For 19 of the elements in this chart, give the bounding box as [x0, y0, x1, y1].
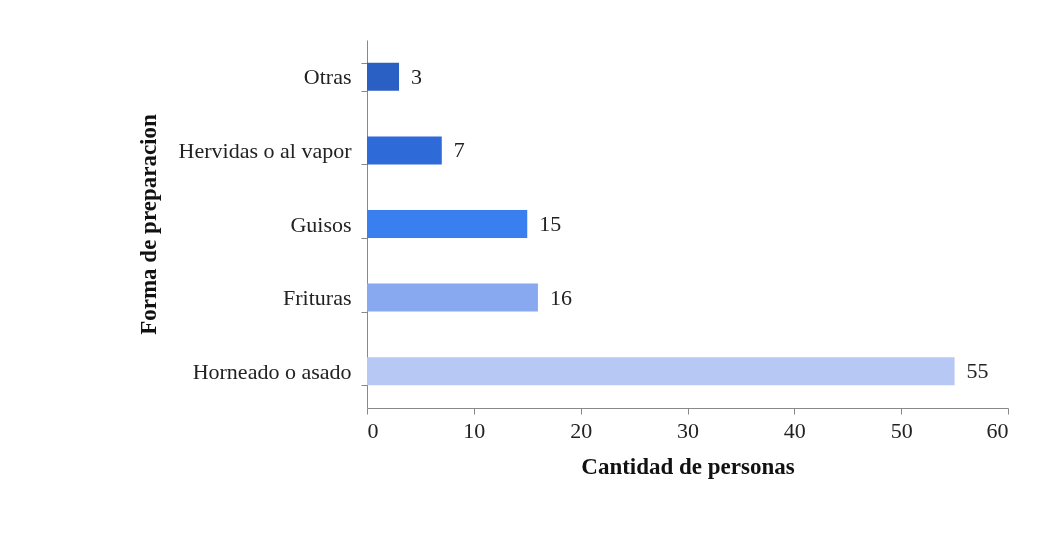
x-tick-label: 20: [570, 417, 593, 443]
x-tick-label: 40: [783, 417, 806, 443]
x-tick-label: 50: [890, 417, 913, 443]
x-tick-label: 30: [677, 417, 699, 443]
y-axis-title: Forma de preparacion: [135, 114, 161, 335]
x-tick-label: 60: [986, 417, 1009, 443]
data-label: 55: [966, 358, 989, 384]
y-tick-label: Hervidas o al vapor: [178, 137, 353, 163]
y-tick-label: Otras: [303, 64, 352, 90]
data-label: 7: [453, 137, 465, 163]
data-label: 15: [539, 211, 562, 236]
data-label: 16: [549, 284, 572, 310]
x-tick-label: 0: [367, 417, 379, 443]
x-axis-title: Cantidad de personas: [581, 453, 795, 479]
data-label: 3: [411, 63, 423, 89]
x-tick-label: 10: [463, 417, 486, 443]
y-tick-label: Frituras: [283, 285, 352, 311]
y-tick-label: Horneado o asado: [192, 358, 352, 384]
y-tick-label: Guisos: [290, 211, 352, 237]
